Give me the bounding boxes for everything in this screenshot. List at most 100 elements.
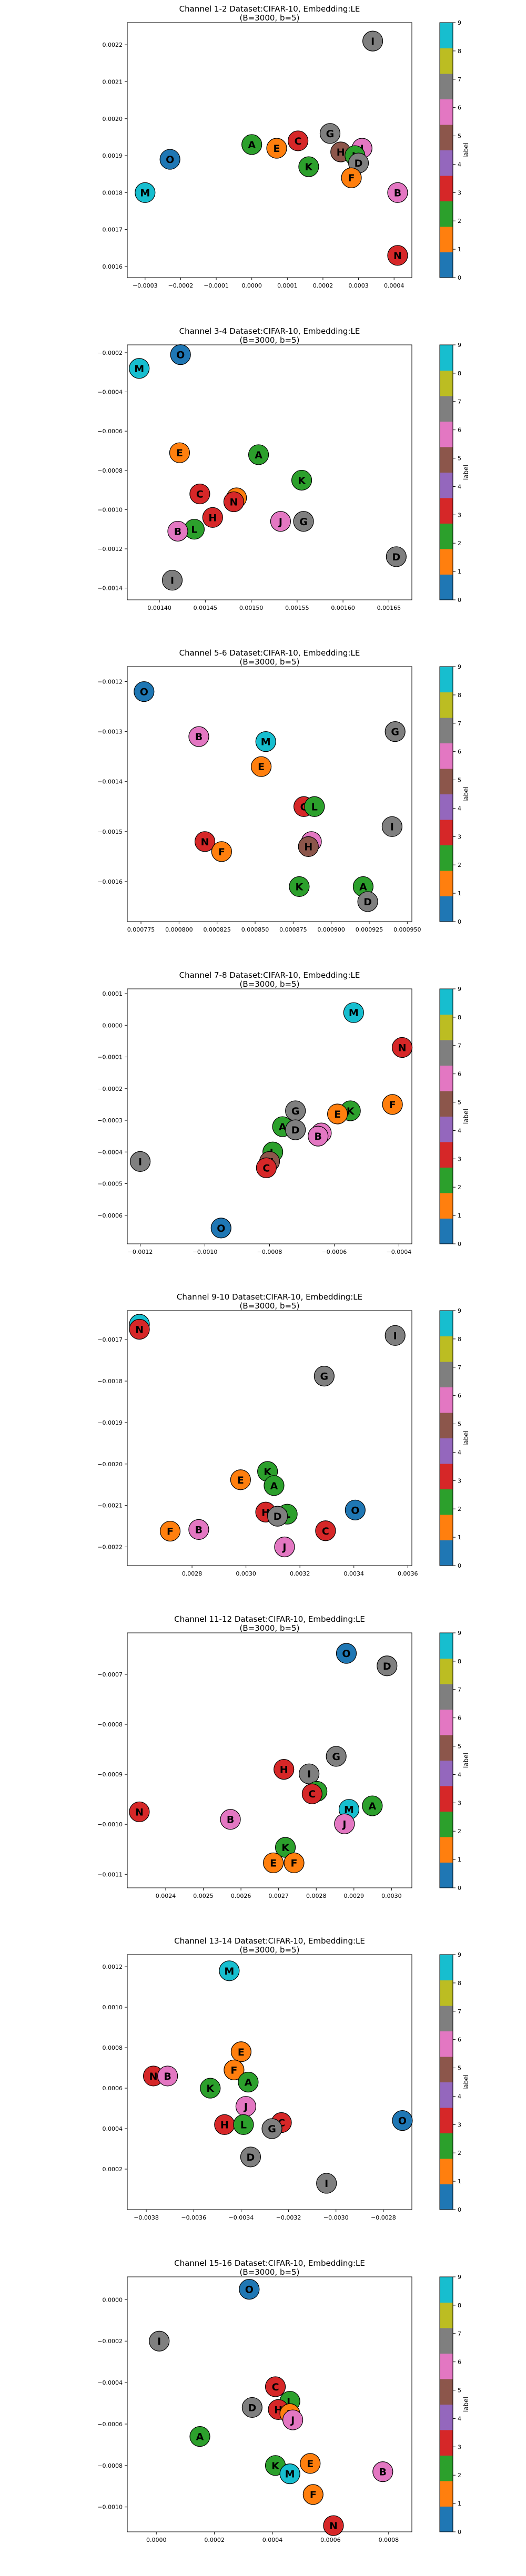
x-tick-label: 0.000925: [356, 926, 383, 933]
x-tick-label: 0.0000: [146, 2537, 167, 2543]
colorbar-frame: [439, 988, 453, 1244]
x-tick-label: 0.0029: [344, 1893, 365, 1899]
colorbar-frame: [439, 666, 453, 922]
x-tick-label: 0.00160: [331, 605, 355, 611]
data-point-marker: [270, 510, 291, 531]
data-point-label: A: [369, 1801, 377, 1812]
colorbar-tick-label: 3: [458, 1477, 461, 1484]
data-point-marker: [202, 507, 223, 528]
data-point-label: N: [201, 836, 209, 848]
colorbar-tick-label: 8: [458, 1014, 461, 1020]
y-tick-label: −0.0010: [97, 506, 123, 513]
colorbar-segment: [440, 370, 453, 396]
chart-panel-4: Channel 7-8 Dataset:CIFAR-10, Embedding:…: [0, 966, 526, 1289]
colorbar-tick-label: 7: [458, 1686, 461, 1693]
y-tick-label: −0.0020: [97, 1461, 123, 1468]
data-point-marker: [256, 1157, 277, 1178]
y-tick-label: −0.0011: [97, 1871, 123, 1878]
colorbar-segment: [440, 2159, 453, 2184]
colorbar-tick-label: 4: [458, 1449, 461, 1456]
colorbar-segment: [440, 344, 453, 371]
data-point-F: F: [284, 1852, 305, 1873]
data-point-label: G: [332, 1751, 340, 1762]
colorbar-tick-label: 2: [458, 540, 461, 547]
colorbar-frame: [439, 344, 453, 600]
data-point-F: F: [382, 1093, 403, 1115]
colorbar-segment: [440, 497, 453, 524]
data-point-label: E: [258, 761, 265, 773]
data-point-label: N: [393, 250, 402, 262]
colorbar-tick-label: 6: [458, 1070, 461, 1077]
y-tick-label: 0.0002: [103, 2166, 123, 2173]
data-point-D: D: [357, 891, 378, 912]
data-point-label: A: [270, 1480, 278, 1492]
data-point-marker: [300, 2452, 321, 2473]
chart-panel-5: Channel 9-10 Dataset:CIFAR-10, Embedding…: [0, 1288, 526, 1610]
chart-title: Channel 15-16 Dataset:CIFAR-10, Embeddin…: [174, 2258, 365, 2268]
colorbar-tick-label: 7: [458, 2008, 461, 2015]
colorbar-segment: [440, 201, 453, 227]
data-point-marker: [293, 510, 314, 531]
colorbar-segment: [440, 871, 453, 896]
data-point-label: N: [135, 1806, 144, 1818]
data-point-E: E: [300, 2452, 321, 2473]
colorbar-tick-label: 8: [458, 1658, 461, 1664]
colorbar-tick-label: 5: [458, 1099, 461, 1106]
colorbar: 0 1 2 3 4 5 6 7 8 9 label: [439, 1307, 470, 1569]
data-point-marker: [279, 2463, 300, 2484]
data-point-marker: [211, 841, 232, 862]
colorbar-tick-label: 1: [458, 2500, 461, 2507]
data-point-O: O: [134, 681, 155, 702]
colorbar-segment: [440, 1362, 453, 1387]
data-point-N: N: [391, 1037, 413, 1058]
colorbar-segment: [440, 1464, 453, 1489]
y-tick-label: −0.0012: [97, 679, 123, 686]
colorbar-tick-label: 2: [458, 862, 461, 868]
colorbar-segment: [440, 1413, 453, 1438]
data-point-marker: [336, 1642, 357, 1664]
data-point-label: B: [164, 2071, 171, 2082]
colorbar-segment: [440, 395, 453, 422]
data-point-G: G: [293, 510, 314, 531]
data-point-marker: [263, 1852, 284, 1873]
data-point-label: A: [196, 2431, 204, 2442]
data-point-label: K: [206, 2083, 215, 2094]
chart-panel-7: Channel 13-14 Dataset:CIFAR-10, Embeddin…: [0, 1932, 526, 2254]
chart-title: Channel 9-10 Dataset:CIFAR-10, Embedding…: [177, 1292, 362, 1302]
data-point-label: O: [176, 349, 185, 361]
data-point-G: G: [313, 1366, 335, 1387]
data-point-C: C: [256, 1157, 277, 1178]
data-point-marker: [289, 876, 310, 897]
colorbar-frame: [439, 2276, 453, 2532]
data-point-label: E: [176, 447, 183, 459]
x-tick-label: −0.0003: [133, 282, 158, 289]
x-tick-label: 0.0024: [156, 1893, 176, 1899]
colorbar-segment: [440, 1955, 453, 1980]
data-point-marker: [129, 357, 150, 379]
y-tick-label: −0.0006: [97, 1212, 123, 1219]
data-point-I: I: [381, 816, 402, 837]
data-point-marker: [319, 123, 341, 144]
data-point-A: A: [248, 444, 269, 465]
data-point-marker: [265, 2376, 286, 2397]
data-point-marker: [135, 182, 156, 203]
y-tick-label: −0.0022: [97, 1544, 123, 1551]
colorbar-tick-label: 3: [458, 1156, 461, 1162]
colorbar-segment: [440, 1540, 453, 1566]
data-point-B: B: [188, 1519, 209, 1540]
chart-title: Channel 3-4 Dataset:CIFAR-10, Embedding:…: [179, 326, 360, 336]
data-point-L: L: [304, 796, 325, 817]
data-point-marker: [341, 167, 362, 188]
x-tick-label: 0.0034: [343, 1570, 364, 1577]
data-point-label: A: [245, 2077, 252, 2089]
colorbar-tick-label: 3: [458, 1800, 461, 1806]
data-point-marker: [304, 796, 325, 817]
colorbar: 0 1 2 3 4 5 6 7 8 9 label: [439, 19, 470, 281]
colorbar-tick-label: 2: [458, 1828, 461, 1835]
colorbar-tick-label: 0: [458, 2206, 461, 2213]
y-tick-label: 0.0022: [103, 42, 123, 48]
colorbar-segment: [440, 1632, 453, 1659]
data-point-marker: [157, 2066, 178, 2087]
colorbar-tick-label: 9: [458, 986, 461, 993]
data-point-marker: [301, 1783, 322, 1804]
